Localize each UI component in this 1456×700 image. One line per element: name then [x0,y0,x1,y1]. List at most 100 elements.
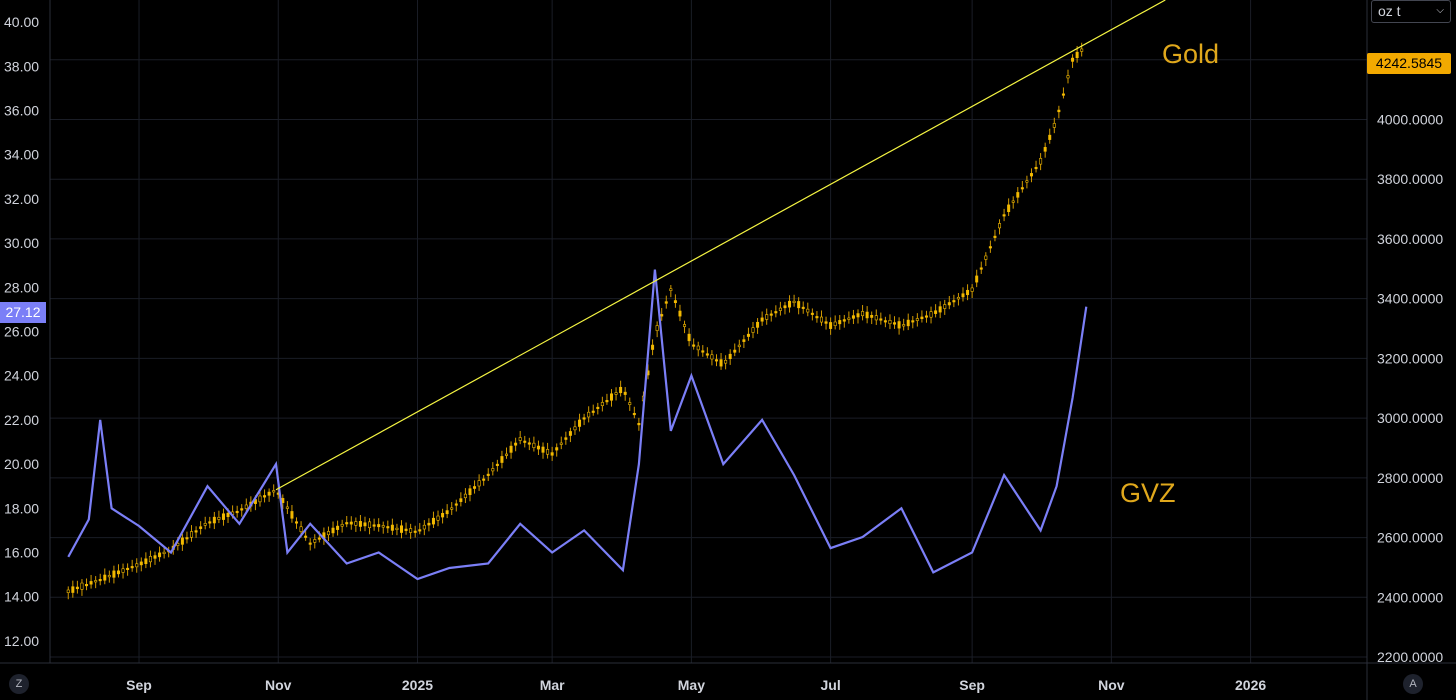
gold-candle-body [94,580,98,583]
gold-candle-body [692,344,696,347]
gold-candle-body [267,491,271,496]
gold-candle-body [596,406,600,409]
gold-candle-body [354,521,358,526]
gold-candle-body [1007,204,1011,213]
gold-candle-body [363,522,367,527]
gvz-series-line [67,269,1088,581]
gold-candle-body [559,442,563,445]
gold-candle-body [961,293,965,298]
gold-candle-body [998,223,1002,229]
unit-selector-value: oz t [1378,3,1401,19]
gold-candle-body [651,344,655,350]
gold-candle-body [1002,214,1006,217]
gold-candle-body [550,452,554,456]
gold-candle-body [400,525,404,533]
left-tick-label: 30.00 [4,235,39,251]
gold-candle-body [1020,187,1024,190]
gold-candle-body [112,570,116,578]
gold-candle-body [135,563,139,568]
gold-candle-body [427,522,431,526]
gold-candle-body [413,530,417,533]
gold-candle-body [956,296,960,300]
gold-candle-body [847,317,851,320]
right-tick-label: 2600.0000 [1377,530,1443,546]
x-tick-label: 2026 [1235,677,1266,693]
gold-last-price-tag: 4242.5845 [1367,53,1451,74]
gold-candle-body [870,315,874,318]
gold-candle-body [459,498,463,502]
gold-candle-body [710,354,714,360]
gold-candle-body [404,528,408,531]
gold-candle-body [258,495,262,503]
gold-candle-body [326,531,330,536]
zoom-reset-button[interactable]: Z [9,674,29,694]
x-tick-label: Sep [959,677,985,693]
gold-candle-body [199,526,203,529]
gold-candle-body [623,391,627,395]
gold-candle-body [518,437,522,441]
gold-candle-body [386,526,390,529]
gold-candle-body [655,325,659,331]
gvz-annotation: GVZ [1120,478,1176,508]
gold-candle-body [902,324,906,327]
gold-series [66,42,1084,600]
left-tick-label: 34.00 [4,147,39,163]
gold-candle-body [970,287,974,292]
gold-candle-body [883,320,887,323]
gold-candle-body [714,359,718,362]
gold-candle-body [555,447,559,451]
gold-candle-body [696,345,700,351]
gold-candle-body [824,321,828,324]
gold-candle-body [573,426,577,431]
gold-candle-body [450,507,454,510]
left-tick-label: 20.00 [4,456,39,472]
gold-candle-body [760,317,764,322]
gold-candle-body [1052,123,1056,128]
gold-candle-body [85,584,89,587]
gold-candle-body [473,486,477,489]
gold-candle-body [1057,109,1061,113]
right-tick-label: 3000.0000 [1377,410,1443,426]
gold-candle-body [733,349,737,353]
gold-candle-body [564,437,568,440]
left-tick-label: 16.00 [4,545,39,561]
gold-candle-body [514,442,518,446]
gold-candle-body [468,488,472,496]
gold-candle-body [98,579,102,582]
right-tick-label: 2400.0000 [1377,589,1443,605]
gold-candle-body [792,300,796,303]
gold-candle-body [600,402,604,407]
gold-candle-body [491,468,495,472]
left-tick-label: 40.00 [4,14,39,30]
left-tick-label: 36.00 [4,103,39,119]
gold-candle-body [829,322,833,329]
gold-candle-body [938,306,942,313]
right-tick-label: 3600.0000 [1377,231,1443,247]
gold-candle-body [746,333,750,337]
gold-candle-body [304,535,308,538]
gold-candle-body [637,423,641,426]
gold-candle-body [66,589,70,593]
gold-candle-body [915,318,919,321]
gold-trendline[interactable] [275,0,1166,491]
gold-candle-body [975,275,979,283]
gold-candle-body [454,503,458,506]
right-tick-label: 2200.0000 [1377,649,1443,665]
right-tick-label: 3400.0000 [1377,291,1443,307]
gold-candle-body [628,402,632,405]
gold-candle-body [605,400,609,403]
gold-candle-body [1034,166,1038,170]
gold-candle-body [815,316,819,319]
auto-scale-button[interactable]: A [1403,674,1423,694]
unit-selector[interactable]: oz t ⌵ [1371,0,1451,23]
gold-candle-body [920,316,924,320]
gold-candle-body [591,410,595,413]
left-tick-label: 14.00 [4,589,39,605]
gold-candle-body [523,440,527,443]
gold-candle-body [737,344,741,348]
gold-candle-body [1011,200,1015,203]
right-tick-label: 2800.0000 [1377,470,1443,486]
left-tick-label: 38.00 [4,58,39,74]
